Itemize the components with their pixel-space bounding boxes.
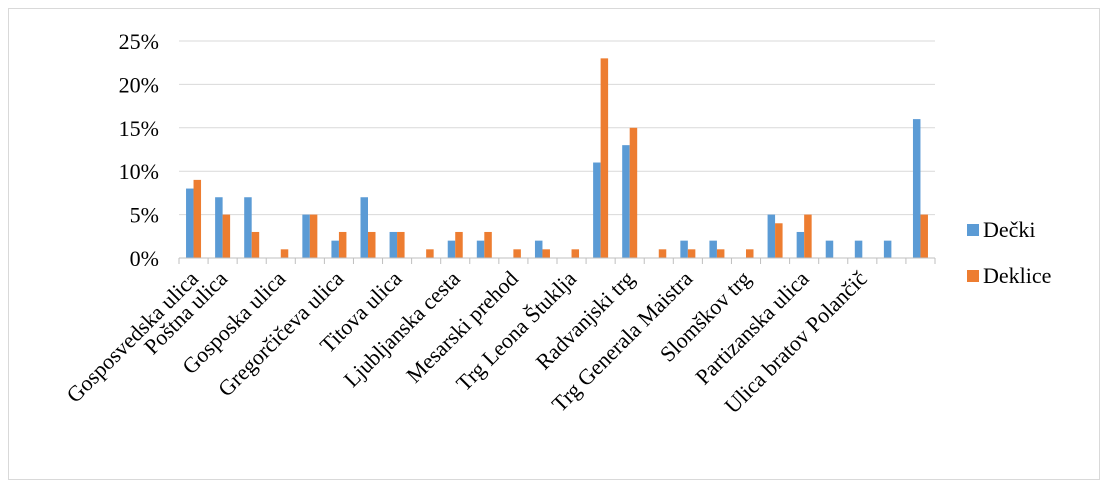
y-tick-label: 10%	[119, 159, 159, 184]
bar-deklice	[600, 58, 609, 258]
y-tick-label: 5%	[130, 203, 159, 228]
x-tick-label: Gosposvedska ulica	[61, 266, 203, 408]
bar-decki	[476, 240, 485, 258]
bar-deklice	[368, 231, 376, 258]
bar-deklice	[309, 214, 318, 258]
bar-decki	[302, 214, 310, 258]
bars	[186, 58, 928, 259]
bar-decki	[534, 240, 543, 258]
y-tick-labels: 0% 5% 10% 15% 20% 25%	[119, 29, 159, 271]
bar-deklice	[484, 231, 492, 258]
y-tick-label: 25%	[119, 29, 159, 54]
bar-decki	[709, 240, 717, 258]
legend-swatch	[967, 270, 979, 282]
bar-deklice	[804, 214, 812, 258]
legend-label: Dečki	[983, 217, 1036, 242]
legend: Dečki Deklice	[967, 217, 1051, 288]
bar-decki	[360, 197, 368, 258]
bar-decki	[767, 214, 776, 258]
bar-decki	[796, 231, 805, 258]
axes	[178, 257, 936, 264]
bar-decki	[593, 162, 601, 258]
legend-swatch	[967, 224, 979, 236]
bar-deklice	[746, 249, 754, 258]
gridlines	[179, 40, 935, 259]
bar-decki	[825, 240, 834, 258]
bar-decki	[912, 119, 921, 259]
legend-label: Deklice	[983, 263, 1051, 288]
bar-chart: 0% 5% 10% 15% 20% 25% Gosposvedska ulicaPoštn…	[61, 29, 1051, 419]
bar-deklice	[571, 249, 580, 258]
bar-deklice	[920, 214, 928, 258]
bar-deklice	[455, 231, 463, 258]
bar-deklice	[687, 249, 696, 258]
y-tick-label: 20%	[119, 72, 159, 97]
bar-decki	[389, 231, 398, 258]
bar-deklice	[629, 127, 638, 258]
bar-decki	[447, 240, 456, 258]
y-tick-label: 0%	[130, 246, 159, 271]
bar-decki	[215, 197, 223, 258]
bar-decki	[854, 240, 863, 258]
bar-decki	[244, 197, 252, 258]
bar-deklice	[222, 214, 231, 258]
chart-frame: 0% 5% 10% 15% 20% 25% Gosposvedska ulica Poštn…	[8, 8, 1100, 480]
bar-deklice	[193, 179, 202, 258]
bar-deklice	[338, 231, 347, 258]
bar-decki	[680, 240, 688, 258]
bar-decki	[186, 188, 194, 258]
bar-deklice	[397, 231, 405, 258]
bar-deklice	[716, 249, 725, 258]
bar-deklice	[658, 249, 667, 258]
bar-deklice	[775, 223, 783, 258]
bar-deklice	[426, 249, 434, 258]
bar-decki	[331, 240, 339, 258]
bar-deklice	[513, 249, 521, 258]
bar-decki	[883, 240, 892, 258]
bar-deklice	[280, 249, 289, 258]
bar-decki	[622, 145, 630, 258]
bar-deklice	[542, 249, 550, 258]
y-tick-label: 15%	[119, 116, 159, 141]
bar-deklice	[251, 231, 260, 258]
